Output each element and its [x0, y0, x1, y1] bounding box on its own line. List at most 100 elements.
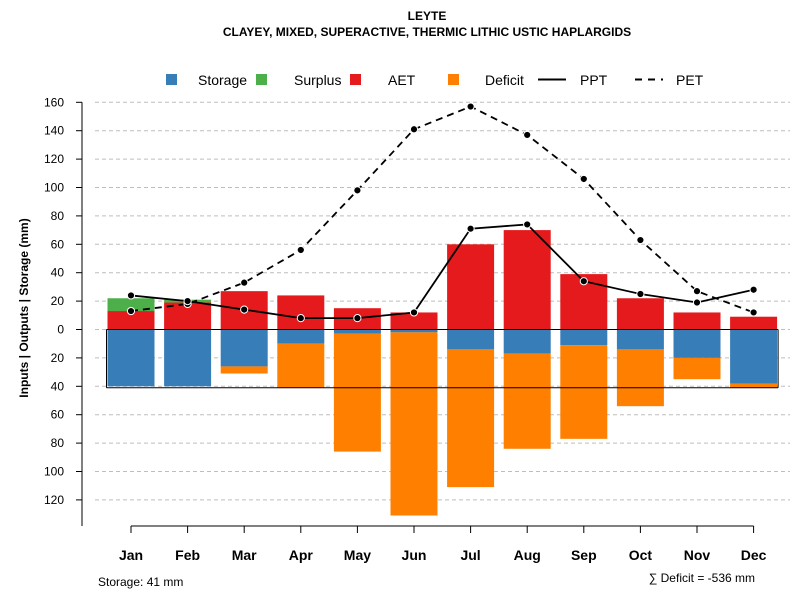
- aet-bar-nov: [673, 312, 721, 330]
- storage-bar-jul: [447, 329, 495, 350]
- x-tick-label-jul: Jul: [460, 547, 480, 563]
- deficit-note: ∑ Deficit = -536 mm: [649, 571, 755, 585]
- ppt-point-nov: [692, 298, 702, 307]
- x-tick-label-aug: Aug: [514, 547, 541, 563]
- x-tick-label-jan: Jan: [119, 547, 143, 563]
- y-tick-label: 140: [44, 124, 64, 138]
- ppt-point-may: [353, 314, 362, 323]
- aet-bar-dec: [730, 316, 778, 330]
- pet-line: [130, 105, 754, 314]
- x-tick-label-nov: Nov: [684, 547, 711, 563]
- ppt-point-dec: [749, 285, 758, 294]
- aet-bar-aug: [503, 230, 551, 330]
- x-tick-label-mar: Mar: [232, 547, 257, 563]
- y-tick-label: 80: [51, 209, 65, 223]
- ppt-point-mar: [240, 305, 249, 314]
- pet-point-mar: [240, 278, 249, 287]
- legend-label-aet: AET: [388, 72, 416, 88]
- y-tick-label: 100: [44, 465, 64, 479]
- y-tick-label: 80: [51, 436, 65, 450]
- aet-bar-jun: [390, 312, 438, 330]
- pet-point-jul: [466, 102, 475, 111]
- ppt-point-feb: [183, 297, 192, 306]
- bars: [106, 230, 779, 516]
- pet-point-dec: [749, 308, 758, 317]
- ppt-point-aug: [523, 220, 532, 229]
- x-tick-label-oct: Oct: [629, 547, 653, 563]
- y-tick-label: 120: [44, 152, 64, 166]
- ppt-line: [130, 223, 754, 320]
- ppt-point-oct: [636, 289, 645, 299]
- pet-point-oct: [636, 235, 645, 245]
- x-tick-label-apr: Apr: [289, 547, 314, 563]
- aet-bar-jul: [447, 244, 495, 330]
- y-tick-label: 100: [44, 181, 64, 195]
- deficit-bar-aug: [503, 353, 551, 449]
- ppt-point-apr: [296, 314, 305, 323]
- pet-point-apr: [296, 245, 305, 255]
- deficit-bar-mar: [220, 366, 268, 374]
- legend-swatch-deficit: [448, 74, 459, 85]
- y-tick-label: 20: [51, 351, 65, 365]
- pet-point-sep: [579, 174, 588, 184]
- y-tick-label: 40: [51, 379, 65, 393]
- legend-label-pet: PET: [676, 72, 704, 88]
- x-tick-label-jun: Jun: [402, 547, 427, 563]
- storage-bar-mar: [220, 329, 268, 367]
- aet-bar-apr: [277, 295, 325, 330]
- deficit-bar-oct: [616, 349, 664, 407]
- deficit-bar-jun: [390, 332, 438, 516]
- surplus-bar-jan: [107, 298, 155, 312]
- storage-bar-jun: [390, 329, 438, 333]
- chart-subtitle: CLAYEY, MIXED, SUPERACTIVE, THERMIC LITH…: [223, 25, 631, 39]
- storage-bar-apr: [277, 329, 325, 344]
- pet-point-may: [353, 186, 362, 195]
- legend-swatch-aet: [350, 74, 361, 85]
- y-tick-label: 0: [57, 323, 64, 337]
- deficit-bar-sep: [560, 345, 608, 439]
- deficit-bar-may: [333, 333, 381, 452]
- legend: Storage Surplus AET Deficit PPT PET: [166, 72, 704, 88]
- axes: 160 140 120 100 80 60 40 20 0 20 40 60 80 100 120 Jan Fe…: [44, 95, 767, 563]
- storage-bar-oct: [616, 329, 664, 350]
- y-axis-label: Inputs | Outputs | Storage (mm): [17, 218, 31, 397]
- storage-note: Storage: 41 mm: [98, 575, 183, 589]
- legend-swatch-surplus: [256, 74, 267, 85]
- storage-bar-feb: [164, 329, 212, 387]
- ppt-point-sep: [579, 277, 588, 286]
- pet-point-nov: [692, 287, 702, 296]
- pet-point-jun: [409, 125, 419, 134]
- storage-bar-jan: [107, 329, 155, 387]
- ppt-point-jan: [126, 291, 136, 300]
- lines: [126, 102, 758, 323]
- x-tick-label-dec: Dec: [741, 547, 767, 563]
- x-tick-label-may: May: [344, 547, 371, 563]
- pet-point-aug: [523, 130, 532, 140]
- storage-bar-dec: [730, 329, 778, 384]
- legend-label-surplus: Surplus: [294, 72, 341, 88]
- y-tick-label: 20: [51, 294, 65, 308]
- pet-point-jan: [126, 306, 136, 316]
- y-tick-label: 120: [44, 493, 64, 507]
- deficit-bar-nov: [673, 357, 721, 380]
- storage-bar-aug: [503, 329, 551, 354]
- y-tick-label: 60: [51, 237, 65, 251]
- deficit-bar-jul: [447, 349, 495, 488]
- y-tick-label: 60: [51, 408, 65, 422]
- deficit-bar-dec: [730, 383, 778, 388]
- y-tick-label: 40: [51, 266, 65, 280]
- y-tick-label: 160: [44, 95, 64, 109]
- aet-bar-jan: [107, 311, 155, 330]
- x-tick-label-feb: Feb: [175, 547, 200, 563]
- deficit-bar-apr: [277, 343, 325, 388]
- x-tick-label-sep: Sep: [571, 547, 597, 563]
- ppt-point-jun: [409, 308, 419, 317]
- storage-bar-nov: [673, 329, 721, 358]
- chart-title: LEYTE: [408, 9, 447, 23]
- aet-bar-oct: [616, 298, 664, 330]
- legend-label-deficit: Deficit: [485, 72, 524, 88]
- storage-bar-may: [333, 329, 381, 334]
- storage-bar-sep: [560, 329, 608, 346]
- legend-swatch-storage: [166, 74, 177, 85]
